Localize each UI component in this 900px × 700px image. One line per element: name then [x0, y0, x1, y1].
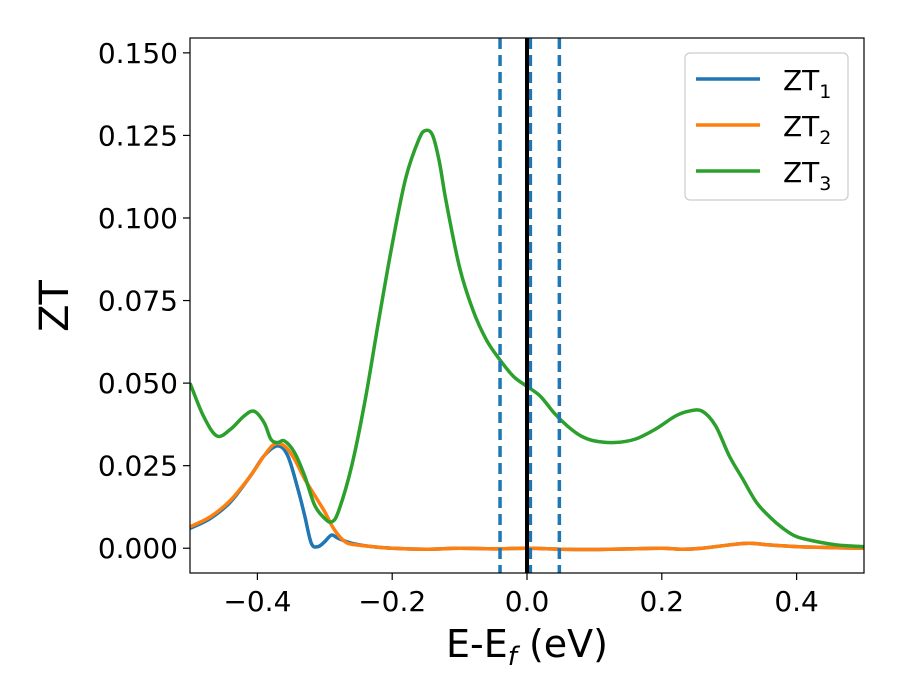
y-tick-label: 0.125	[98, 119, 178, 152]
x-axis-label: E-Ef (eV)	[446, 622, 608, 672]
x-tick-label: 0.2	[640, 585, 685, 618]
y-tick-label: 0.050	[98, 367, 178, 400]
y-tick-label: 0.100	[98, 202, 178, 235]
legend: ZT1 ZT2 ZT3	[684, 52, 849, 201]
x-tick-label: −0.4	[223, 585, 291, 618]
legend-label-zt1: ZT1	[783, 64, 831, 103]
y-tick-label: 0.150	[98, 37, 178, 70]
plot-area	[190, 38, 864, 573]
series-line-zt3	[190, 128, 864, 549]
x-tick-label: 0.4	[774, 585, 819, 618]
x-axis-label-main: E-E	[446, 622, 508, 666]
y-tick-label: 0.075	[98, 285, 178, 318]
legend-label-zt2: ZT2	[783, 110, 831, 149]
x-axis-label-unit: (eV)	[517, 622, 608, 666]
plot-clip-group	[190, 38, 864, 573]
x-tick-label: −0.2	[358, 585, 426, 618]
y-tick-label: 0.000	[98, 532, 178, 565]
legend-box	[684, 52, 849, 201]
y-axis-label: ZT	[32, 280, 78, 332]
axes: −0.4 −0.2 0.0 0.2 0.4 0.000 0.025 0.050 0.075 0.1…	[98, 37, 865, 618]
x-tick-label: 0.0	[505, 585, 550, 618]
y-tick-label: 0.025	[98, 450, 178, 483]
legend-label-zt3: ZT3	[783, 156, 831, 195]
